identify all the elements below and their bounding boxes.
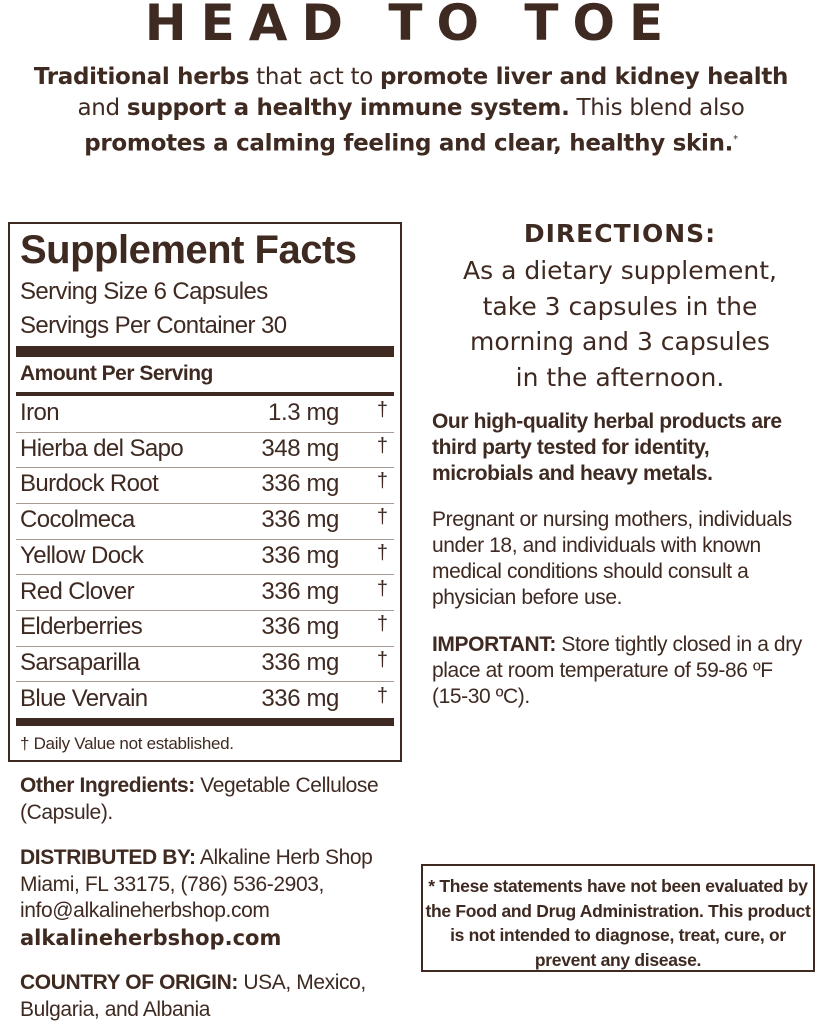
ingredient-amount: 336 mg — [261, 648, 339, 676]
distributor-info: DISTRIBUTED BY: Alkaline Herb Shop Miami… — [20, 845, 400, 951]
ingredient-amount: 336 mg — [261, 577, 339, 605]
ingredient-amount: 336 mg — [261, 541, 339, 569]
intro-bold: promote liver and kidney health — [380, 64, 789, 90]
label: COUNTRY OF ORIGIN: — [20, 971, 238, 994]
daily-value-mark: † — [376, 434, 388, 457]
fda-disclaimer: * These statements have not been evaluat… — [421, 864, 815, 972]
ingredient-amount: 336 mg — [261, 684, 339, 712]
intro-bold: promotes a calming feeling and clear, he… — [84, 130, 734, 157]
quality-statement: Our high-quality herbal products are thi… — [432, 410, 782, 485]
ingredient-amount: 1.3 mg — [268, 399, 339, 426]
ingredient-name: Burdock Root — [20, 470, 159, 498]
directions-line: As a dietary supplement, — [463, 256, 777, 285]
thick-divider — [16, 346, 394, 357]
intro-normal: and — [77, 95, 127, 121]
ingredient-row: Burdock Root 336 mg † — [16, 467, 394, 504]
daily-value-mark: † — [376, 506, 388, 529]
distributor-email: info@alkalineherbshop.com — [20, 899, 270, 922]
thick-divider — [16, 718, 394, 726]
intro-normal: that act to — [249, 64, 380, 90]
daily-value-mark: † — [376, 613, 388, 636]
facts-footnote: † Daily Value not established. — [20, 734, 234, 753]
supplement-facts-panel: Supplement Facts Serving Size 6 Capsules… — [8, 222, 402, 762]
intro-normal: This blend also — [569, 95, 745, 121]
value: Store tightly closed in a dry place at r… — [432, 633, 802, 708]
intro-text: Traditional herbs that act to promote li… — [20, 62, 802, 160]
directions-text: As a dietary supplement, take 3 capsules… — [420, 253, 820, 395]
ingredient-name: Hierba del Sapo — [20, 434, 184, 462]
ingredient-amount: 336 mg — [261, 506, 339, 534]
ingredient-row: Hierba del Sapo 348 mg † — [16, 432, 394, 469]
ingredient-row: Elderberries 336 mg † — [16, 610, 394, 647]
ingredient-name: Sarsaparilla — [20, 648, 140, 676]
ingredient-row: Blue Vervain 336 mg † — [16, 682, 394, 718]
directions-line: take 3 capsules in the — [482, 291, 758, 321]
serving-size: Serving Size 6 Capsules — [20, 278, 268, 305]
ingredient-row: Iron 1.3 mg † — [16, 396, 394, 433]
intro-bold: support a healthy immune system. — [126, 95, 570, 121]
intro-bold: Traditional herbs — [33, 64, 250, 90]
ingredient-row: Cocolmeca 336 mg † — [16, 503, 394, 540]
ingredient-amount: 336 mg — [261, 613, 339, 641]
daily-value-mark: † — [376, 541, 388, 564]
ingredient-name: Red Clover — [20, 577, 135, 605]
ingredient-name: Yellow Dock — [20, 541, 144, 569]
medium-divider — [16, 392, 394, 396]
daily-value-mark: † — [376, 399, 388, 421]
ingredient-amount: 336 mg — [261, 470, 339, 498]
ingredient-row: Yellow Dock 336 mg † — [16, 539, 394, 576]
value: USA, Mexico, Bulgaria, and Albania — [20, 971, 366, 1021]
country-of-origin: COUNTRY OF ORIGIN: USA, Mexico, Bulgaria… — [20, 970, 390, 1023]
product-title: HEAD TO TOE — [144, 0, 678, 52]
servings-per-container: Servings Per Container 30 — [20, 312, 287, 339]
daily-value-mark: † — [376, 648, 388, 671]
daily-value-mark: † — [376, 470, 388, 493]
ingredient-name: Iron — [20, 399, 60, 426]
ingredient-name: Elderberries — [20, 613, 143, 641]
storage-info: IMPORTANT: Store tightly closed in a dry… — [432, 632, 802, 710]
facts-heading: Supplement Facts — [20, 228, 357, 272]
distributor-address: Miami, FL 33175, (786) 536-2903, — [20, 872, 324, 896]
intro-asterisk: * — [733, 134, 738, 145]
ingredient-row: Sarsaparilla 336 mg † — [16, 646, 394, 683]
daily-value-mark: † — [376, 577, 388, 600]
ingredient-name: Cocolmeca — [20, 506, 135, 534]
value: Vegetable Cellulose (Capsule). — [20, 774, 379, 824]
daily-value-mark: † — [376, 684, 388, 707]
website-link: alkalineherbshop.com — [20, 925, 282, 950]
ingredient-name: Blue Vervain — [20, 684, 148, 712]
distributor-name: Alkaline Herb Shop — [195, 846, 373, 869]
directions-line: morning and 3 capsules — [470, 327, 770, 356]
ingredient-row: Red Clover 336 mg † — [16, 575, 394, 611]
warning-text: Pregnant or nursing mothers, individuals… — [432, 508, 792, 609]
directions-heading: DIRECTIONS: — [523, 219, 717, 248]
other-ingredients: Other Ingredients: Vegetable Cellulose (… — [20, 773, 400, 826]
label: IMPORTANT: — [432, 633, 556, 656]
amount-per-serving-header: Amount Per Serving — [20, 362, 213, 385]
directions-line: in the afternoon. — [515, 362, 725, 392]
label: Other Ingredients: — [20, 774, 195, 797]
label: DISTRIBUTED BY: — [20, 846, 196, 869]
ingredient-amount: 348 mg — [261, 434, 339, 462]
